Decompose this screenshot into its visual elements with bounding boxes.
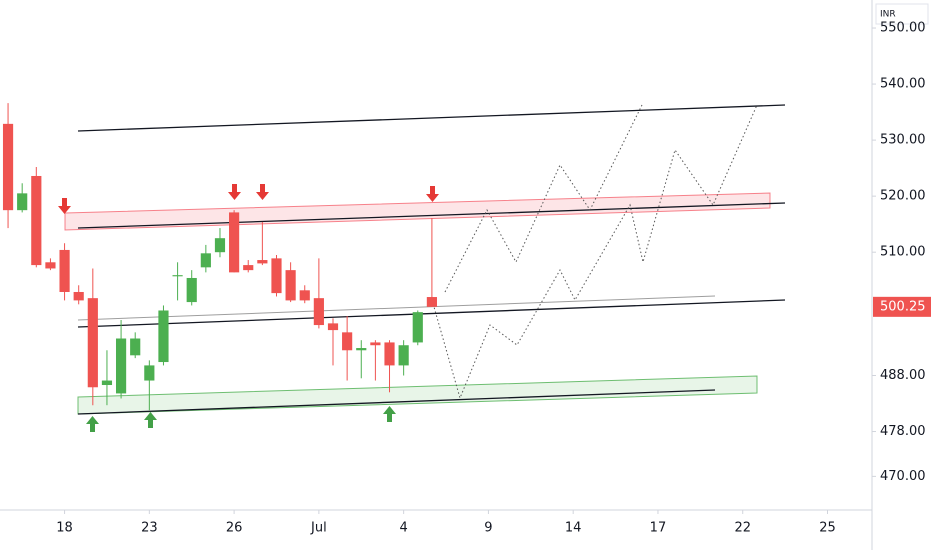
candle-body — [200, 253, 211, 268]
candle-body — [229, 212, 240, 273]
y-tick-label: 478.00 — [880, 424, 926, 439]
candle-body — [243, 265, 254, 271]
candle-body — [73, 291, 84, 301]
arrow — [86, 416, 99, 432]
candle-body — [327, 323, 339, 331]
arrow — [144, 412, 157, 428]
candle-body — [426, 297, 437, 307]
support-band — [77, 375, 758, 415]
candle-body — [214, 238, 226, 253]
x-tick-label: 17 — [650, 521, 667, 536]
x-tick-label: 9 — [484, 521, 492, 536]
candle-body — [31, 175, 42, 266]
y-tick-label: 488.00 — [880, 368, 926, 383]
candle-body — [144, 365, 155, 381]
candle-body — [370, 342, 381, 346]
trendline — [77, 104, 786, 132]
arrow — [426, 186, 439, 202]
projection-path — [444, 104, 643, 293]
x-tick-label: 18 — [56, 521, 73, 536]
candle-body — [356, 348, 367, 351]
y-tick-label: 470.00 — [880, 469, 926, 484]
trendline — [77, 389, 716, 415]
x-tick-label: 14 — [565, 521, 582, 536]
arrow — [256, 184, 269, 200]
x-tick-label: 23 — [141, 521, 158, 536]
trendline — [77, 299, 786, 328]
candle-body — [398, 345, 409, 366]
y-tick-label: 540.00 — [880, 77, 926, 92]
y-tick-label: 550.00 — [880, 21, 926, 36]
y-tick-label: 530.00 — [880, 133, 926, 148]
x-tick-label: 25 — [819, 521, 836, 536]
currency: INR — [880, 10, 896, 20]
candle-body — [412, 312, 423, 343]
down-arrows — [58, 184, 439, 214]
candle-body — [172, 275, 183, 277]
x-tick-label: 4 — [400, 521, 408, 536]
arrow — [58, 198, 71, 214]
last-price-box — [873, 296, 931, 317]
candle-body — [158, 310, 169, 363]
candle-body — [2, 123, 14, 211]
last-price-label: 500.25 — [880, 299, 926, 314]
x-tick-label: 26 — [226, 521, 243, 536]
arrow — [383, 406, 396, 422]
up-arrows — [86, 406, 396, 432]
candle-body — [130, 338, 141, 356]
projection-path — [431, 104, 758, 400]
candle-body — [342, 332, 353, 351]
candle-body — [59, 249, 70, 292]
trendline — [77, 202, 786, 229]
candle-body — [313, 298, 324, 326]
candle-body — [87, 298, 98, 388]
candle-body — [186, 277, 197, 303]
candle-body — [384, 342, 395, 366]
x-tick-label: Jul — [310, 521, 327, 536]
arrow — [228, 184, 241, 200]
y-tick-label: 520.00 — [880, 189, 926, 204]
candle-body — [271, 258, 282, 294]
trendline — [77, 295, 716, 321]
x-tick-label: 22 — [734, 521, 751, 536]
candle-body — [285, 270, 296, 301]
currency-box — [875, 3, 929, 25]
candle-body — [257, 260, 268, 264]
candle-body — [17, 193, 28, 211]
candle-body — [101, 380, 113, 386]
candle-body — [115, 338, 127, 394]
drawings — [58, 104, 786, 432]
candle-body — [299, 290, 310, 301]
y-tick-label: 510.00 — [880, 245, 926, 260]
candle-body — [45, 262, 56, 269]
